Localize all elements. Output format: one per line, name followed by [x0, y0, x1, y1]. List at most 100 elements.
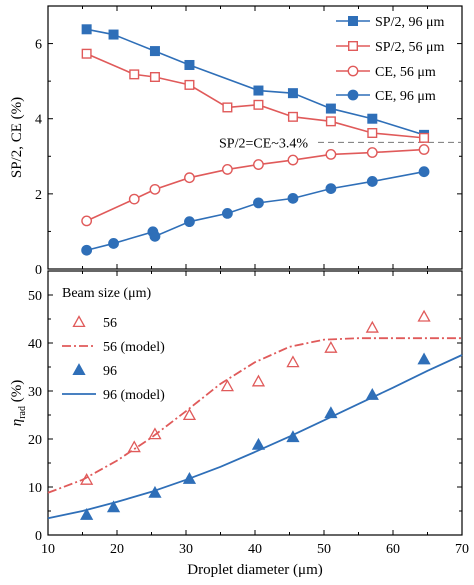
data-point: [221, 207, 233, 219]
model-curve: [47, 337, 462, 494]
y-tick-label: 4: [35, 113, 42, 128]
data-point: [184, 79, 195, 90]
data-point: [418, 144, 430, 155]
data-point: [149, 46, 160, 57]
data-point: [287, 192, 299, 204]
legend-label: 96 (model): [103, 388, 165, 403]
data-point: [253, 99, 264, 110]
data-point: [286, 355, 300, 368]
data-point: [251, 437, 266, 450]
y-label-subscript: rad: [17, 406, 28, 419]
series-2: [80, 352, 431, 520]
data-point: [81, 215, 93, 227]
data-point: [182, 408, 197, 421]
data-point: [417, 352, 431, 365]
legend-label: SP/2, 56 μm: [375, 40, 444, 55]
series-1: [47, 337, 462, 494]
y-tick-label: 6: [35, 38, 42, 53]
x-axis-label: Droplet diameter (μm): [187, 562, 323, 578]
data-point: [184, 172, 195, 184]
legend-title: Beam size (μm): [62, 286, 151, 301]
legend-marker: [72, 315, 86, 328]
legend-marker: [347, 89, 359, 101]
data-point: [184, 216, 195, 228]
y-label-symbol: η: [9, 419, 25, 426]
data-point: [366, 176, 378, 187]
series-line: [86, 52, 425, 139]
data-point: [220, 379, 235, 392]
y-tick-label: 0: [35, 263, 42, 278]
series-3: [47, 354, 463, 520]
data-point: [149, 230, 161, 242]
data-point: [81, 24, 92, 35]
data-point: [324, 340, 338, 353]
data-point: [184, 59, 195, 70]
x-tick-label: 30: [179, 542, 193, 557]
data-point: [365, 320, 379, 333]
y-tick-label: 10: [28, 481, 42, 496]
legend-label: 96: [103, 364, 117, 379]
y-tick-label: 0: [35, 529, 42, 544]
y-label-unit: (%): [9, 380, 25, 406]
data-point: [253, 85, 264, 96]
data-point: [367, 127, 378, 138]
plot-frame: [47, 270, 463, 536]
legend-marker: [348, 41, 359, 52]
data-point: [149, 72, 160, 83]
y-tick-label: 2: [35, 188, 42, 203]
legend-label: SP/2, 96 μm: [375, 15, 444, 30]
data-point: [148, 427, 162, 440]
data-point: [81, 48, 92, 59]
data-point: [367, 113, 378, 124]
data-point: [418, 166, 430, 178]
data-point: [222, 102, 233, 113]
x-tick-label: 40: [248, 542, 262, 557]
legend-marker: [72, 363, 86, 376]
y-tick-label: 30: [28, 385, 42, 400]
series-line: [86, 148, 425, 222]
x-tick-label: 10: [41, 542, 55, 557]
annotation-text: SP/2=CE~3.4%: [219, 136, 308, 151]
series-1: [81, 48, 430, 143]
legend-marker: [348, 16, 359, 27]
data-point: [128, 193, 140, 205]
model-curve: [47, 354, 463, 520]
data-point: [108, 29, 119, 40]
data-point: [366, 147, 378, 158]
data-point: [325, 183, 337, 194]
y-tick-label: 20: [28, 433, 42, 448]
y-tick-label: 50: [28, 289, 42, 304]
x-tick-label: 60: [386, 542, 400, 557]
data-point: [287, 88, 298, 99]
legend-label: CE, 56 μm: [375, 65, 436, 80]
data-point: [106, 500, 121, 513]
data-point: [253, 197, 264, 209]
legend-marker: [347, 65, 359, 77]
data-point: [287, 154, 299, 166]
series-3: [81, 166, 430, 256]
data-point: [81, 244, 93, 256]
data-point: [251, 374, 266, 387]
data-point: [129, 69, 140, 80]
x-tick-label: 70: [455, 542, 469, 557]
plot-frame: [47, 5, 463, 270]
legend-label: CE, 96 μm: [375, 89, 436, 104]
data-point: [419, 132, 430, 143]
data-point: [108, 238, 119, 249]
data-point: [253, 159, 264, 170]
data-point: [325, 103, 336, 114]
legend-label: 56 (model): [103, 340, 165, 355]
x-tick-label: 50: [317, 542, 331, 557]
legend: SP/2, 96 μm SP/2, 56 μm CE, 56 μm CE, 96 μm: [336, 15, 444, 104]
data-point: [221, 164, 233, 175]
series-2: [81, 144, 430, 227]
y-axis-label: SP/2, CE (%): [9, 97, 25, 178]
y-axis-label: ηrad (%): [9, 380, 28, 426]
data-point: [287, 111, 298, 122]
data-point: [80, 508, 94, 520]
legend: Beam size (μm) 56 56 (model) 96 96 (model): [62, 286, 165, 403]
data-point: [325, 149, 337, 160]
